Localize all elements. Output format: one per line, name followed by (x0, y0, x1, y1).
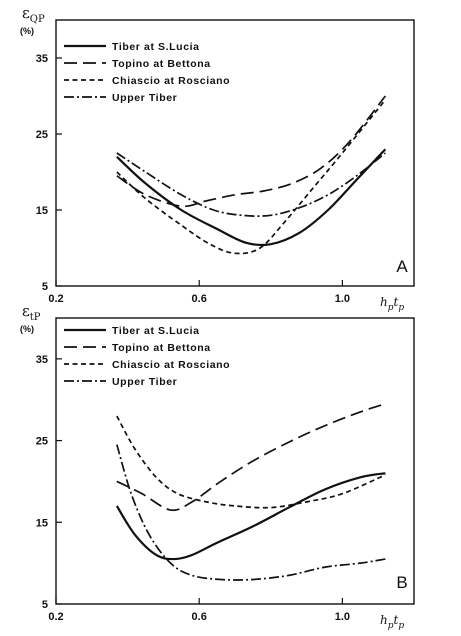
legend-label-4: Upper Tiber (112, 376, 177, 388)
y-tick-label: 5 (42, 281, 48, 293)
y-tick-label: 25 (36, 129, 48, 141)
series-line-2 (116, 402, 386, 512)
x-tick-label: 0.6 (192, 611, 207, 623)
y-tick-label: 15 (36, 205, 48, 217)
y-tick-label: 25 (36, 436, 48, 448)
panel-label: A (396, 257, 408, 276)
plot-frame (55, 19, 415, 287)
y-tick-label: 35 (36, 354, 48, 366)
x-tick-label: 0.2 (48, 611, 63, 623)
x-axis-label: hptp (380, 613, 404, 631)
x-tick-label: 0.6 (192, 293, 207, 305)
legend-label-3: Chiascio at Rosciano (112, 359, 230, 371)
legend-label-1: Tiber at S.Lucia (112, 325, 200, 337)
y-axis-label: εQP (22, 4, 45, 25)
y-tick-label: 5 (42, 599, 48, 611)
x-tick-label: 1.0 (335, 293, 350, 305)
y-tick-label: 15 (36, 517, 48, 529)
series-line-3 (116, 415, 386, 509)
x-tick-label: 1.0 (335, 611, 350, 623)
series-line-3 (116, 99, 387, 255)
x-tick-label: 0.2 (48, 293, 63, 305)
plot-frame (55, 317, 415, 605)
y-axis-unit: (%) (20, 324, 34, 334)
legend-label-1: Tiber at S.Lucia (112, 41, 200, 53)
chart-panel-a: 5 15 25 35 0.2 0.6 1.0 εQP(%) hptp A Tiber at S.Lu… (20, 4, 415, 313)
series-line-1 (116, 148, 387, 247)
series-line-2 (116, 95, 387, 208)
chart-panel-b: 5 15 25 35 0.2 0.6 1.0 εtP(%) hptp B Tiber at S.Lu… (20, 302, 415, 631)
y-tick-label: 35 (36, 53, 48, 65)
x-axis-label: hptp (380, 295, 404, 313)
series-line-4 (116, 152, 386, 217)
legend-label-2: Topino at Bettona (112, 342, 211, 354)
legend-label-4: Upper Tiber (112, 92, 177, 104)
y-axis-label: εtP (22, 302, 41, 323)
legend-label-3: Chiascio at Rosciano (112, 75, 230, 87)
series-line-1 (115, 472, 386, 561)
legend-label-2: Topino at Bettona (112, 58, 211, 70)
y-axis-unit: (%) (20, 26, 34, 36)
panel-label: B (396, 573, 407, 592)
series-line-4 (116, 444, 386, 581)
